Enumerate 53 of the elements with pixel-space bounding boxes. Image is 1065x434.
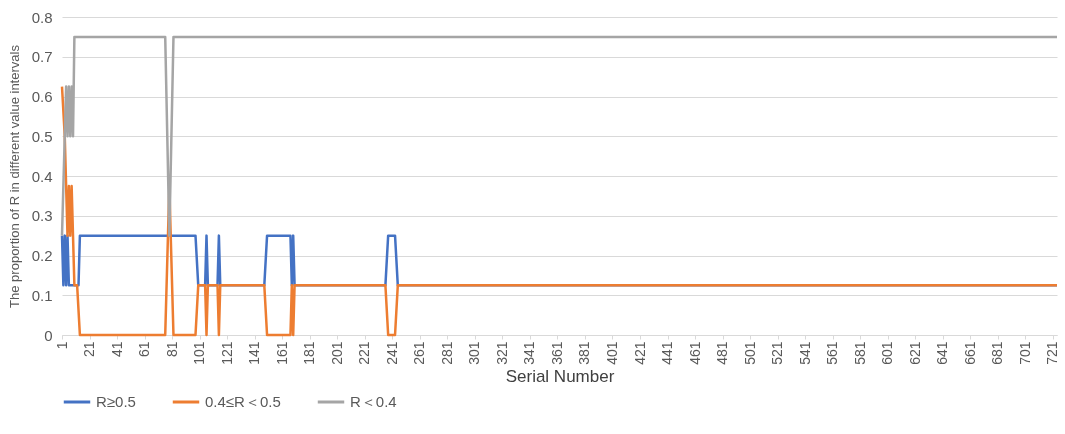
x-tick-label: 221 bbox=[356, 341, 373, 365]
x-tick-label: 341 bbox=[521, 341, 538, 365]
x-tick-label: 121 bbox=[218, 341, 235, 365]
y-tick-label: 0.6 bbox=[31, 88, 53, 105]
y-tick-label: 0.2 bbox=[31, 247, 53, 264]
x-tick-label: 301 bbox=[466, 341, 483, 365]
x-tick-label: 481 bbox=[714, 341, 731, 365]
y-tick-label: 0.3 bbox=[31, 207, 53, 225]
x-tick-label: 181 bbox=[301, 341, 318, 365]
x-tick-label: 661 bbox=[961, 341, 978, 365]
x-tick-label: 81 bbox=[163, 341, 180, 358]
x-tick-label: 641 bbox=[934, 341, 951, 365]
x-tick-label: 521 bbox=[769, 341, 786, 365]
y-tick-label: 0.8 bbox=[31, 8, 53, 26]
x-tick-label: 601 bbox=[879, 341, 896, 365]
y-axis-title: The proportion of R in different value intervals bbox=[6, 44, 22, 308]
x-tick-label: 581 bbox=[851, 341, 868, 365]
x-tick-label: 261 bbox=[411, 341, 428, 365]
x-tick-label: 241 bbox=[383, 341, 400, 365]
x-tick-label: 21 bbox=[81, 341, 98, 358]
x-tick-label: 61 bbox=[136, 341, 153, 358]
x-tick-label: 721 bbox=[1044, 341, 1061, 365]
line-series bbox=[60, 85, 1059, 337]
x-tick-label: 441 bbox=[659, 341, 676, 365]
x-tick-label: 161 bbox=[273, 341, 290, 365]
y-tick-label: 0.1 bbox=[31, 286, 53, 304]
x-tick-label: 401 bbox=[603, 341, 620, 365]
x-tick-label: 381 bbox=[576, 341, 593, 365]
x-tick-label: 621 bbox=[906, 341, 923, 365]
x-tick-label: 41 bbox=[108, 341, 125, 358]
legend-label: R≥0.5 bbox=[96, 393, 136, 410]
x-axis-title: Serial Number bbox=[505, 366, 615, 386]
x-tick-label: 141 bbox=[246, 341, 263, 365]
x-tick-label: 701 bbox=[1016, 341, 1033, 365]
x-tick-label: 421 bbox=[631, 341, 648, 365]
x-tick-label: 541 bbox=[796, 341, 813, 365]
x-tick-label: 281 bbox=[438, 341, 455, 365]
x-tick-label: 501 bbox=[741, 341, 758, 365]
x-tick-label: 1 bbox=[53, 341, 70, 350]
x-tick-label: 561 bbox=[824, 341, 841, 365]
legend-label: 0.4≤R＜0.5 bbox=[205, 393, 281, 410]
x-tick-label: 461 bbox=[686, 341, 703, 365]
y-tick-label: 0.5 bbox=[31, 127, 53, 145]
y-tick-label: 0.7 bbox=[31, 48, 53, 66]
x-tick-label: 201 bbox=[328, 341, 345, 365]
y-tick-label: 0.4 bbox=[31, 167, 53, 185]
x-tick-label: 101 bbox=[191, 341, 208, 365]
x-tick-label: 321 bbox=[493, 341, 510, 365]
y-tick-label: 0 bbox=[44, 326, 53, 344]
line-series bbox=[60, 35, 1059, 237]
legend-label: R＜0.4 bbox=[350, 393, 397, 410]
x-tick-label: 361 bbox=[548, 341, 565, 365]
x-tick-label: 681 bbox=[989, 341, 1006, 365]
